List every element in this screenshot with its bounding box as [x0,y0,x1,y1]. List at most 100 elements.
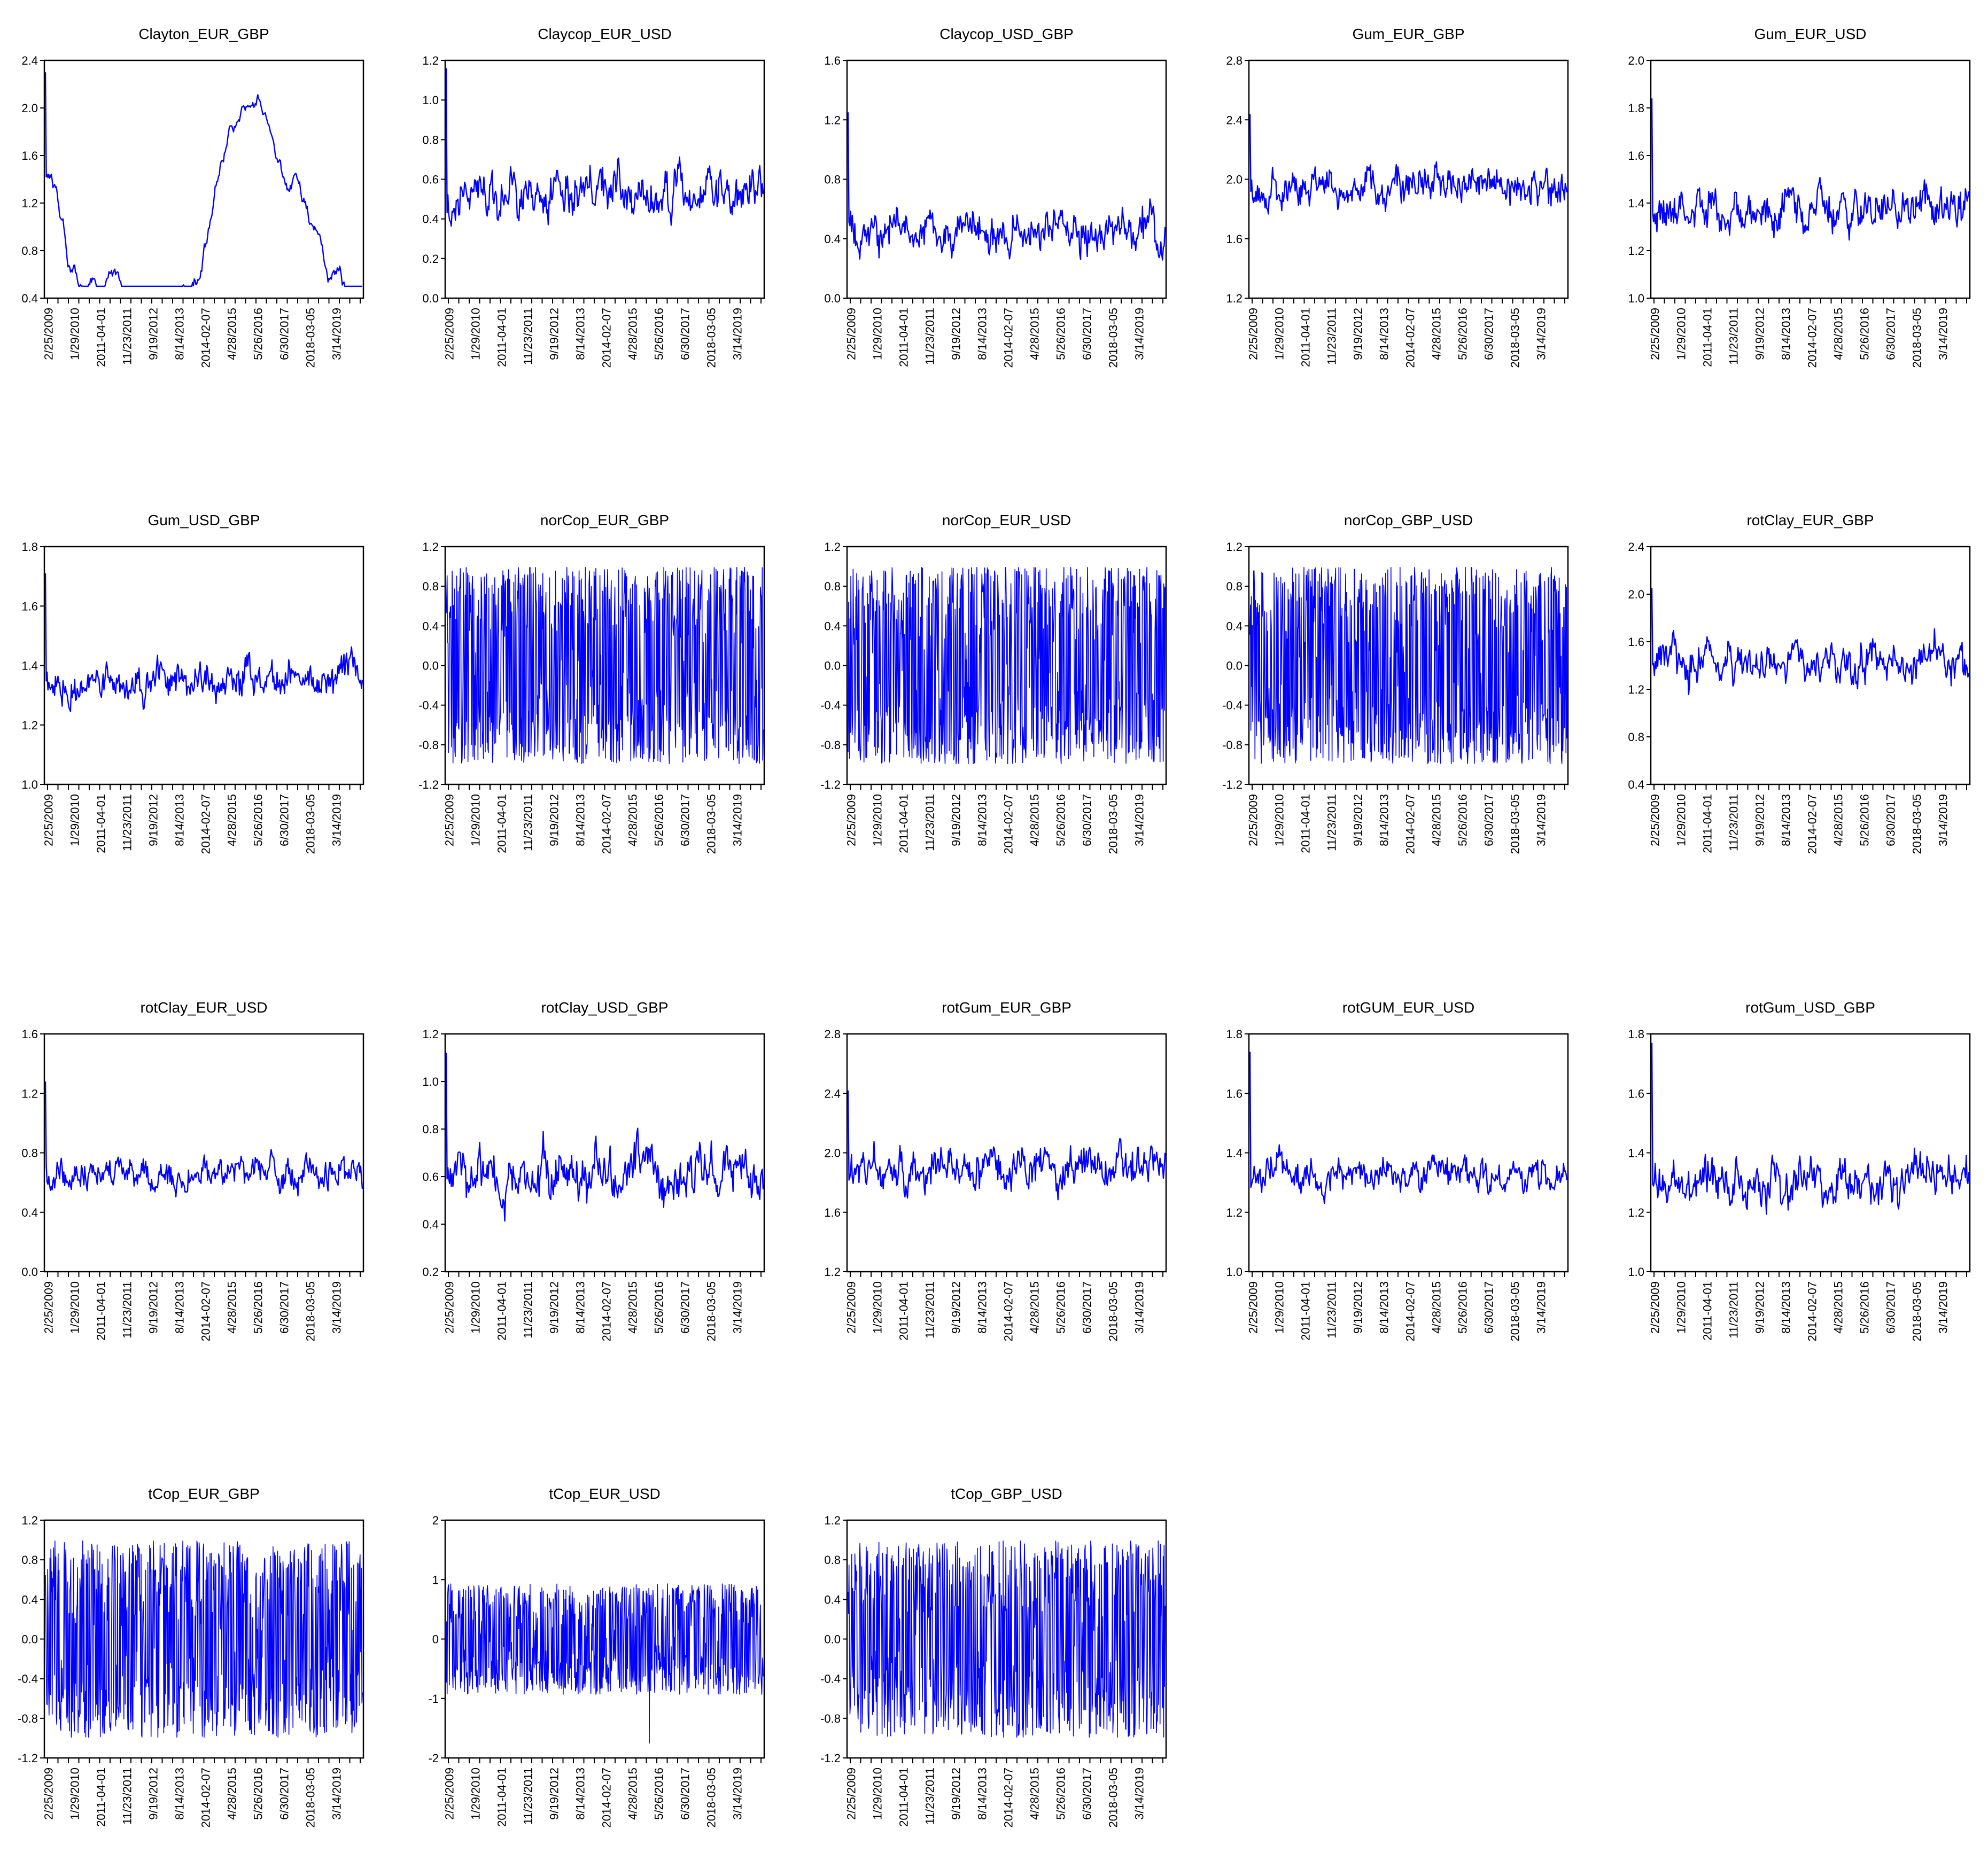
x-tick-label: 2/25/2009 [42,1281,56,1334]
x-tick-label: 8/14/2013 [574,794,587,846]
chart-panel: tCop_EUR_USD 2 1 0 -1 -2 2/25/2009 1/29/2010 201… [428,1485,765,1828]
y-tick-label: 0.6 [422,1170,439,1184]
x-tick-label: 1/29/2010 [1273,308,1286,360]
x-tick-label: 2014-02-07 [1806,308,1819,368]
series-line [446,1583,764,1744]
x-tick-label: 4/28/2015 [1028,1281,1042,1334]
y-tick-label: 0.0 [824,659,841,673]
x-tick-label: 3/14/2019 [1133,308,1146,360]
x-tick-label: 11/23/2011 [522,1281,535,1338]
chart-panel: norCop_EUR_USD 1.2 0.8 0.4 0.0 -0.4 -0.8 -1.2 2/… [820,512,1167,854]
x-tick-label: 3/14/2019 [330,308,344,360]
x-tick-label: 4/28/2015 [626,308,640,360]
x-tick-label: 9/19/2012 [1352,308,1365,360]
x-tick-label: 2018-03-05 [705,1768,718,1828]
x-tick-label: 4/28/2015 [1832,794,1845,846]
x-tick-label: 8/14/2013 [1378,794,1391,846]
chart-panel: rotClay_EUR_USD 1.6 1.2 0.8 0.4 0.0 2/25/2009 1… [21,999,364,1342]
y-tick-label: 2.4 [21,54,38,67]
x-tick-label: 9/19/2012 [1352,794,1365,846]
y-tick-label: 0.8 [21,1147,38,1160]
chart-title: rotClay_EUR_USD [140,999,267,1016]
x-tick-label: 8/14/2013 [1780,308,1793,360]
y-tick-label: -1.2 [1222,778,1242,791]
chart-panel: rotClay_EUR_GBP 2.4 2.0 1.6 1.2 0.8 0.4 2/25/20… [1628,512,1971,854]
chart-title: rotClay_USD_GBP [541,999,668,1016]
x-tick-label: 2011-04-01 [1299,308,1313,367]
x-tick-label: 2/25/2009 [1649,1281,1662,1334]
x-tick-label: 9/19/2012 [950,1768,963,1820]
x-tick-label: 2018-03-05 [304,794,317,854]
x-tick-label: 9/19/2012 [147,794,160,846]
x-tick-label: 6/30/2017 [679,1768,692,1820]
y-tick-label: 2 [432,1514,439,1527]
chart-title: norCop_EUR_USD [942,512,1071,528]
series-line [45,1540,363,1738]
x-tick-label: 11/23/2011 [522,308,535,365]
y-tick-label: 1.2 [1628,683,1644,696]
y-tick-label: 0.8 [21,244,38,258]
y-tick-label: 1.2 [1226,1206,1242,1219]
chart-panel: rotGUM_EUR_USD 1.8 1.6 1.4 1.2 1.0 2/25/2009 1/… [1226,999,1569,1342]
series-line [1651,1042,1970,1215]
x-tick-label: 4/28/2015 [626,794,640,846]
series-line [445,68,764,227]
y-tick-label: -1.2 [418,778,439,791]
chart-panel: Claycop_USD_GBP 1.6 1.2 0.8 0.4 0.0 2/25/2009 1… [824,26,1167,368]
y-tick-label: 1.2 [1628,1206,1644,1219]
x-tick-label: 5/26/2016 [1858,1281,1871,1334]
x-tick-label: 6/30/2017 [1081,1281,1094,1334]
x-tick-label: 4/28/2015 [1832,1281,1845,1334]
x-tick-label: 6/30/2017 [1482,308,1496,360]
chart-title: rotGUM_EUR_USD [1342,999,1474,1016]
x-tick-label: 3/14/2019 [731,1768,744,1820]
chart-panel: norCop_GBP_USD 1.2 0.8 0.4 0.0 -0.4 -0.8 -1.2 2/… [1222,512,1569,854]
y-tick-label: 1.2 [422,54,439,67]
chart-panel: tCop_GBP_USD 1.2 0.8 0.4 0.0 -0.4 -0.8 -1.2 2/25… [820,1485,1167,1828]
x-tick-label: 2014-02-07 [1002,1281,1015,1342]
series-line [1651,588,1970,696]
y-tick-label: -0.4 [820,699,841,712]
x-tick-label: 4/28/2015 [226,1281,239,1334]
x-tick-label: 11/23/2011 [121,1281,134,1338]
x-tick-label: 2014-02-07 [199,1281,213,1342]
y-tick-label: 2.0 [1628,54,1644,67]
chart-panel: Clayton_EUR_GBP 2.4 2.0 1.6 1.2 0.8 0.4 2/25/20… [21,26,364,368]
x-tick-label: 9/19/2012 [548,1281,561,1334]
y-tick-label: 1.2 [21,197,38,210]
x-tick-label: 1/29/2010 [871,794,884,846]
x-tick-label: 2011-04-01 [1299,794,1313,853]
x-tick-label: 4/28/2015 [626,1768,640,1820]
x-tick-label: 2011-04-01 [495,1768,509,1827]
x-tick-label: 9/19/2012 [548,794,561,846]
y-tick-label: 1.6 [1628,1087,1644,1100]
plot-frame [1650,59,1971,299]
x-tick-label: 6/30/2017 [1081,794,1094,846]
x-tick-label: 6/30/2017 [1081,1768,1094,1820]
y-tick-label: 1.2 [824,1514,841,1527]
x-tick-label: 9/19/2012 [147,308,160,360]
x-tick-label: 5/26/2016 [1456,794,1470,846]
x-tick-label: 2014-02-07 [1002,1768,1015,1828]
y-tick-label: 0.8 [1226,580,1242,593]
x-tick-label: 5/26/2016 [1456,1281,1470,1334]
x-tick-label: 9/19/2012 [1753,1281,1767,1334]
chart-panel: Gum_EUR_USD 2.0 1.8 1.6 1.4 1.2 1.0 2/25/2009 1/… [1628,26,1971,368]
x-tick-label: 9/19/2012 [1753,794,1767,846]
x-tick-label: 2018-03-05 [1509,1281,1522,1342]
x-tick-label: 3/14/2019 [1937,1281,1950,1334]
chart-panel: norCop_EUR_GBP 1.2 0.8 0.4 0.0 -0.4 -0.8 -1.2 2/… [418,512,765,854]
x-tick-label: 5/26/2016 [1054,1281,1068,1334]
x-tick-label: 2014-02-07 [1404,308,1417,368]
y-tick-label: 0.4 [1226,619,1242,633]
plot-frame [1248,1033,1569,1273]
y-tick-label: -1.2 [18,1752,38,1765]
x-tick-label: 3/14/2019 [330,794,344,846]
x-tick-label: 11/23/2011 [522,1768,535,1825]
y-tick-label: -0.8 [1222,738,1242,752]
x-tick-label: 2018-03-05 [1107,794,1120,854]
y-tick-label: 0.4 [824,619,841,633]
x-tick-label: 2/25/2009 [1247,1281,1260,1334]
x-tick-label: 2/25/2009 [845,308,858,360]
series-line [44,1081,363,1198]
